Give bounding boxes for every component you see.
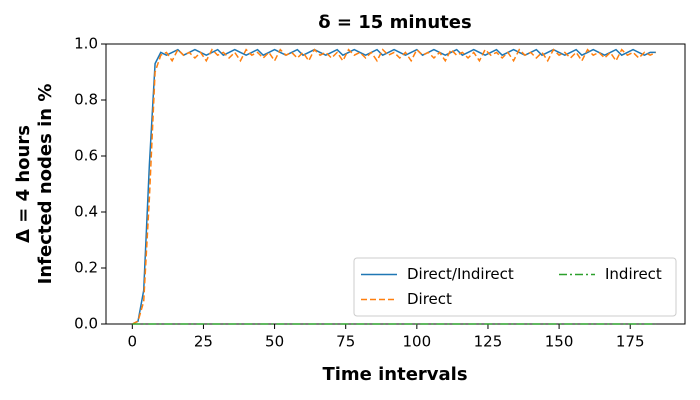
y-tick-label: 0.8 bbox=[74, 91, 98, 109]
x-tick-label: 0 bbox=[128, 333, 138, 351]
y-tick-label: 1.0 bbox=[74, 35, 98, 53]
legend-label: Direct bbox=[407, 290, 452, 308]
y-tick-label: 0.6 bbox=[74, 147, 98, 165]
data-line bbox=[131, 48, 657, 325]
data-line bbox=[131, 48, 656, 325]
x-tick-label: 50 bbox=[265, 333, 284, 351]
legend-label: Direct/Indirect bbox=[407, 265, 514, 283]
y-tick-label: 0.2 bbox=[74, 259, 98, 277]
x-tick-label: 150 bbox=[545, 333, 574, 351]
legend-box bbox=[353, 257, 677, 317]
y-axis-label: Δ = 4 hours bbox=[13, 125, 34, 243]
x-tick-label: 75 bbox=[336, 333, 355, 351]
y-axis-label: Infected nodes in % bbox=[35, 84, 56, 285]
x-tick-label: 25 bbox=[194, 333, 213, 351]
y-tick-label: 0.0 bbox=[74, 315, 98, 333]
x-axis-label: Time intervals bbox=[322, 364, 467, 385]
chart-title: δ = 15 minutes bbox=[318, 12, 471, 33]
y-tick-label: 0.4 bbox=[74, 203, 98, 221]
x-tick-label: 175 bbox=[616, 333, 645, 351]
x-tick-label: 125 bbox=[474, 333, 503, 351]
x-tick-label: 100 bbox=[403, 333, 432, 351]
legend-label: Indirect bbox=[605, 265, 662, 283]
